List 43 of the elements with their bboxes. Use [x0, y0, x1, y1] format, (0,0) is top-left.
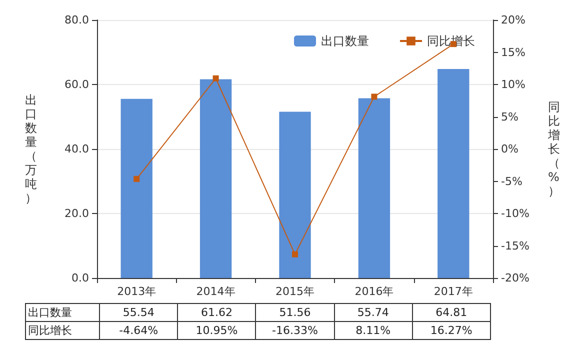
data-label: 51.56 — [256, 304, 334, 322]
point — [134, 176, 140, 182]
data-label: 55.54 — [100, 304, 178, 322]
y2-tick-label: -5% — [501, 174, 522, 188]
x-tick-label: 2016年 — [354, 285, 394, 298]
x-tick-label: 2015年 — [276, 285, 314, 298]
legend-label: 出口数量 — [321, 34, 369, 48]
point — [371, 94, 378, 100]
y2-tick-label: -15% — [501, 239, 530, 252]
y2-tick-label: 0% — [501, 142, 518, 156]
x-tick-label: 2017年 — [434, 285, 473, 298]
y2-axis-title: 同比增长（%） — [547, 100, 560, 198]
text: 同比增长 — [28, 324, 72, 337]
text: 出口数量 — [28, 306, 72, 319]
bar — [120, 98, 152, 278]
data-label: 8.11% — [334, 322, 412, 340]
data-label: 64.81 — [412, 304, 490, 322]
y-tick-label: 0.0 — [72, 272, 89, 284]
bar — [200, 79, 232, 278]
y-tick-label: 60.0 — [64, 78, 89, 91]
y2-tick-label: 10% — [501, 78, 526, 91]
y2-tick-label: -20% — [501, 272, 530, 284]
data-label: 16.27% — [412, 322, 490, 340]
y2-tick-label: 5% — [501, 110, 518, 124]
data-label: -4.64% — [100, 322, 178, 340]
x-tick-label: 2013年 — [117, 285, 156, 298]
y2-tick-label: -10% — [501, 207, 530, 220]
y-tick-label: 20.0 — [64, 207, 89, 220]
data-label: 55.74 — [334, 304, 412, 322]
bar — [438, 68, 470, 278]
y2-tick-label: 15% — [501, 46, 526, 59]
point — [292, 251, 298, 258]
y-axis-title: 出口数量（万吨） — [25, 93, 37, 205]
data-label: -16.33% — [256, 322, 334, 340]
point — [212, 75, 219, 82]
y-tick-label: 40.0 — [64, 142, 89, 156]
data-label: 10.95% — [178, 322, 256, 340]
y2-tick-label: 20% — [501, 14, 526, 26]
bar — [279, 112, 311, 278]
data-label: 61.62 — [178, 304, 256, 322]
y-tick-label: 80.0 — [64, 14, 89, 26]
x-tick-label: 2014年 — [196, 285, 236, 298]
bar — [358, 98, 390, 278]
